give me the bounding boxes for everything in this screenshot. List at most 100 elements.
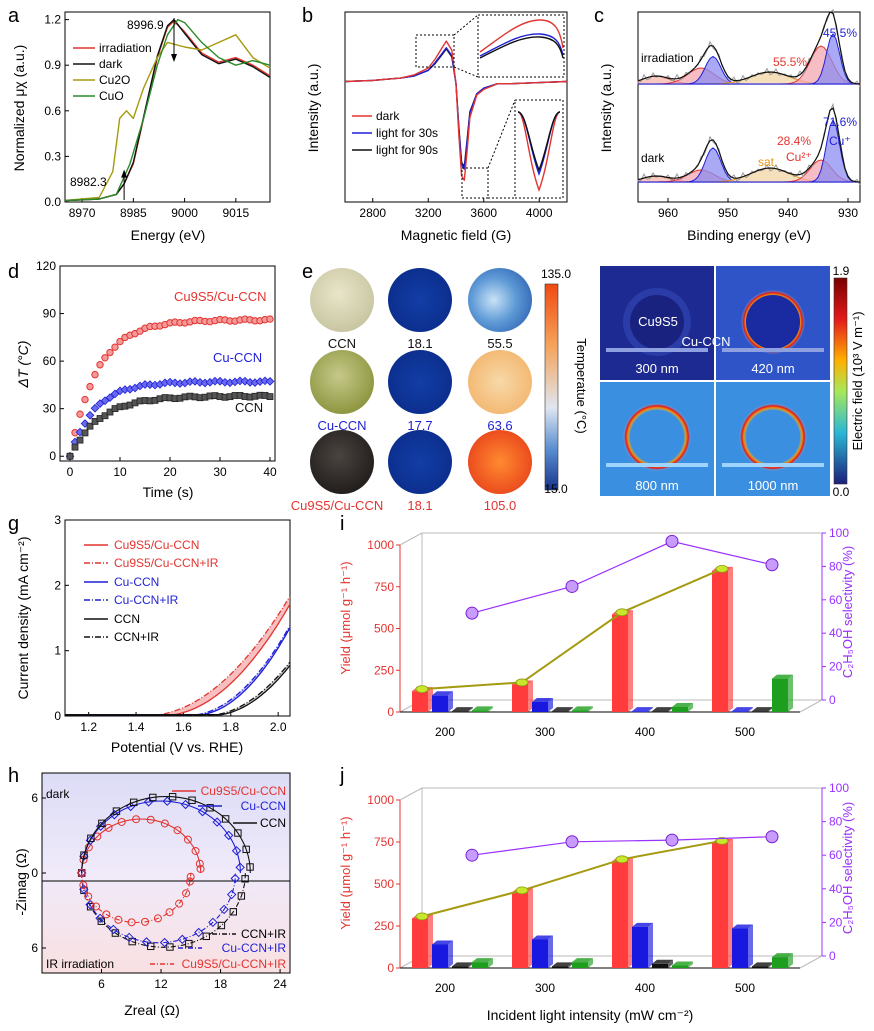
yield-trend-marker	[515, 678, 529, 687]
panel-letter-h: h	[8, 765, 19, 787]
y-tick-label: 0.0	[44, 195, 61, 209]
marker-ccn-ir	[229, 908, 238, 916]
arrow-head	[121, 169, 128, 178]
y-tick-label: 90	[43, 307, 57, 321]
marker-cu9s5-cu-ccn-ir	[127, 918, 136, 927]
marker-ccn	[234, 829, 242, 837]
bar-500-blue-top	[732, 924, 753, 929]
marker-ccn	[80, 851, 88, 859]
bar-400-green	[672, 706, 688, 712]
bar-400-green-top	[672, 961, 693, 966]
marker-cu-ccn	[223, 830, 234, 841]
y-tick-label: 500	[374, 622, 394, 636]
marker-cu9s5-cu-ccn	[81, 395, 89, 404]
y-tick-label: 0	[54, 709, 61, 723]
bar-300-red	[512, 684, 528, 712]
y-axis-label: -Zimag (Ω)	[13, 848, 29, 915]
marker-cu-ccn	[95, 821, 106, 831]
colorbar-label: Electric field (10³ V m⁻¹)	[850, 311, 865, 450]
legend-cu-ccn: Cu-CCN	[241, 799, 286, 813]
temp-cu9s5-initial: 18.1	[407, 498, 432, 513]
bar-500-green-side	[788, 674, 793, 712]
marker-ccn	[168, 793, 177, 801]
selectivity-marker	[665, 833, 679, 847]
marker-cu9s5-cu-ccn	[196, 864, 205, 873]
selectivity-series	[415, 830, 779, 921]
panel-letter-a: a	[8, 5, 20, 27]
selectivity-line	[471, 836, 773, 856]
bar-400-black	[652, 711, 668, 713]
support-bar	[606, 348, 708, 352]
yield-trend-marker	[615, 855, 629, 864]
temp-ccn-initial: 18.1	[407, 336, 432, 351]
marker-cu9s5-cu-ccn-ir	[79, 881, 88, 890]
photo-cu9s5-cu-ccn	[310, 430, 374, 494]
axis-ticks: 0 250 500 750 1000 0 20 40 60 80 100 200 300 400 500	[367, 781, 849, 995]
label-dark: dark	[641, 151, 665, 165]
inset-top-dark	[479, 19, 564, 53]
label-sat: sat.	[758, 155, 777, 169]
y-tick-label: 1000	[367, 538, 394, 552]
bar-200-green	[472, 710, 488, 712]
marker-cu9s5-cu-ccn	[146, 815, 155, 824]
marker-cu9s5-cu-ccn	[104, 823, 113, 832]
fit-marker-cu-ccn	[81, 800, 241, 874]
marker-ccn-ir	[147, 942, 155, 951]
label-cu9s5: Cu9S5	[638, 314, 678, 329]
x-tick-label: 12	[154, 977, 168, 991]
axis-ticks: 2800 3200 3600 4000	[359, 198, 553, 220]
panel-c: 960 950 940 930 Binding energy (eV) Intensi…	[598, 8, 861, 243]
marker-cu-ccn-ir	[124, 932, 134, 943]
marker-ccn	[242, 845, 250, 854]
fit-marker-ccn-ir	[81, 872, 246, 948]
x-tick-label: 300	[535, 981, 555, 995]
colorbar-label: Temperatue (°C)	[574, 338, 589, 434]
legend-cu9s5-cu-ccn-ir: Cu9S5/Cu-CCN+IR	[182, 957, 287, 971]
axes-frame	[64, 11, 271, 203]
colorbar-min: 15.0	[544, 482, 568, 496]
x-tick-label: 1.4	[128, 720, 145, 734]
bar-400-green-side	[688, 702, 693, 712]
size-800nm: 800 nm	[635, 478, 678, 493]
zoom-connector	[453, 66, 479, 78]
marker-cu-ccn	[197, 806, 208, 817]
x-tick-label: 960	[658, 206, 678, 220]
bar-300-blue-top	[532, 935, 553, 940]
marker-cu-ccn	[212, 817, 222, 827]
x-tick-label: 30	[213, 465, 227, 479]
marker-cu9s5-cu-ccn-ir	[165, 908, 174, 917]
marker-ccn	[221, 815, 230, 823]
marker-ccn-ir	[166, 943, 174, 951]
y-tick-label: 0	[387, 705, 394, 719]
legend-irradiation: irradiation	[99, 41, 152, 55]
bar-200-blue-top	[432, 691, 453, 696]
support-bar	[722, 463, 824, 467]
y-tick-label: 250	[374, 919, 394, 933]
marker-cu9s5-cu-ccn-ir	[182, 889, 191, 898]
annotation-45-5: 45.5%	[823, 26, 857, 40]
size-1000nm: 1000 nm	[748, 478, 799, 493]
marker-ccn-ir	[97, 917, 105, 925]
panel-letter-e: e	[302, 261, 313, 283]
legend-light-90s: light for 90s	[376, 143, 438, 157]
bar-400-green-top	[672, 702, 693, 707]
y-axis-label: Intensity (a.u.)	[598, 64, 614, 153]
sample-name-cu-ccn: Cu-CCN	[317, 418, 366, 433]
bar-300-black-top	[552, 962, 573, 967]
temp-cu-ccn-final: 63.6	[487, 418, 512, 433]
particle	[746, 410, 800, 464]
y-tick-label: 2	[54, 578, 61, 592]
thermal-cu9s5-final	[468, 430, 532, 494]
marker-cu-ccn	[85, 410, 95, 420]
marker-ccn	[106, 408, 114, 416]
photo-cu-ccn	[310, 350, 374, 414]
legend-ccn-ir: CCN+IR	[114, 630, 159, 644]
legend-ccn: CCN	[114, 612, 140, 626]
y2-tick-label: 80	[829, 559, 843, 573]
marker-cu-ccn-ir	[226, 889, 237, 900]
panel-i: 0 250 500 750 1000 0 20 40 60 80 100 200 300 400 500 Y…	[338, 526, 855, 739]
x-tick-label: 9015	[222, 206, 249, 220]
bar-200-red	[412, 691, 428, 712]
bar-200-blue	[432, 944, 448, 968]
y2-tick-label: 20	[829, 660, 843, 674]
